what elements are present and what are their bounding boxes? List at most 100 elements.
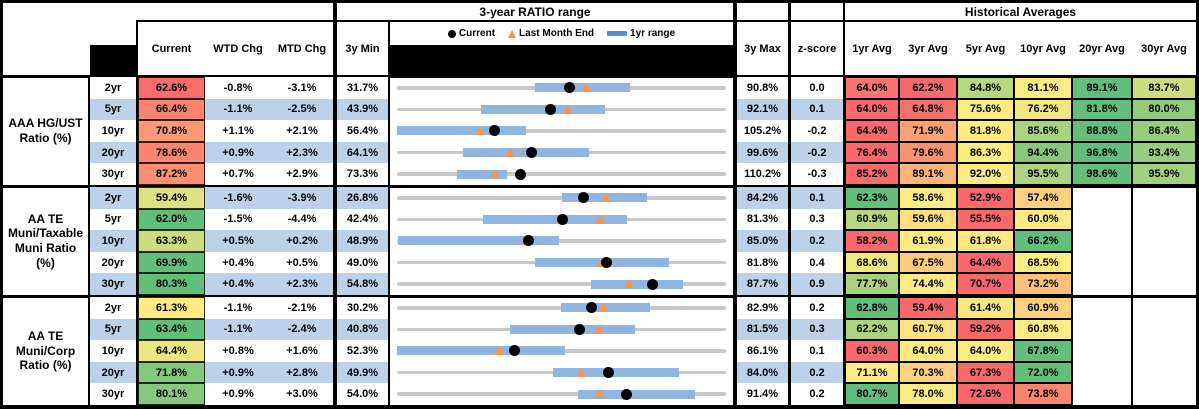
avg-cell: 61.9% <box>899 230 957 252</box>
last-month-end-marker <box>576 367 587 377</box>
mtd-chg-cell: -2.1% <box>271 297 333 319</box>
last-month-end-marker <box>594 214 605 224</box>
avg-cell: 73.2% <box>1014 273 1072 295</box>
1yr-range-bar <box>397 126 526 136</box>
mtd-chg-cell: +0.2% <box>271 230 333 252</box>
mtd-chg-cell: +0.5% <box>271 251 333 274</box>
wtd-chg-cell: -1.1% <box>205 98 271 121</box>
current-cell: 62.6% <box>138 77 205 99</box>
tenor-cell: 20yr <box>90 141 136 164</box>
z-score-cell: 0.1 <box>791 98 843 121</box>
column-header-20yr-avg: 20yr Avg <box>1079 42 1125 55</box>
range-chart-cell <box>390 163 733 185</box>
last-month-end-marker <box>624 279 634 289</box>
3y-range-line <box>397 282 726 286</box>
avg-cell: 85.6% <box>1014 120 1072 142</box>
avg-cell: 61.4% <box>957 297 1014 319</box>
avg-cell: 72.6% <box>957 383 1014 405</box>
avg-cell: 64.0% <box>845 98 899 121</box>
range-chart-cell <box>390 340 733 362</box>
current-marker <box>621 388 633 400</box>
avg-cell: 80.7% <box>845 383 899 405</box>
z-score-cell: -0.2 <box>791 120 843 142</box>
last-month-end-marker <box>599 303 610 313</box>
1yr-range-bar <box>397 346 566 356</box>
3y-max-cell: 81.8% <box>737 251 788 274</box>
ratio-range-title: 3-year RATIO range <box>479 4 591 19</box>
3y-range-line <box>397 392 726 396</box>
avg-cell: 58.2% <box>845 230 899 252</box>
divider <box>388 21 390 405</box>
z-score-cell: 0.2 <box>791 361 843 384</box>
tenor-cell: 5yr <box>90 208 136 231</box>
divider <box>136 20 1196 22</box>
avg-cell: 98.6% <box>1072 163 1132 185</box>
group-label-line: AA TE <box>27 211 64 226</box>
divider <box>1196 0 1199 409</box>
group-label-line: (%) <box>36 255 55 270</box>
divider <box>733 3 737 405</box>
avg-cell: 75.6% <box>957 98 1014 121</box>
legend-item-1yr-range: 1yr range <box>607 28 675 39</box>
current-marker <box>488 125 500 137</box>
wtd-chg-cell: -0.8% <box>205 77 271 99</box>
group-label-line: Ratio (%) <box>19 131 72 145</box>
tenor-cell: 5yr <box>90 98 136 121</box>
1yr-range-bar <box>456 169 507 179</box>
chart-header-black-band <box>390 45 733 77</box>
z-score-cell: 0.2 <box>791 297 843 319</box>
last-month-end-marker <box>581 83 592 93</box>
avg-cell: 86.3% <box>957 141 1014 164</box>
3y-min-cell: 26.8% <box>337 187 388 209</box>
wtd-chg-cell: +1.1% <box>205 120 271 142</box>
avg-cell: 81.8% <box>957 120 1014 142</box>
3y-max-cell: 81.5% <box>737 318 788 341</box>
tenor-cell: 5yr <box>90 318 136 341</box>
3y-min-cell: 49.9% <box>337 361 388 384</box>
avg-cell: 80.0% <box>1132 98 1196 121</box>
range-chart-cell <box>390 252 733 274</box>
1yr-range-bar <box>462 148 589 158</box>
current-marker <box>578 192 590 204</box>
3y-range-line <box>397 239 726 243</box>
z-score-cell: 0.1 <box>791 340 843 362</box>
range-chart-cell <box>390 187 733 209</box>
current-marker <box>557 213 569 225</box>
legend-item-last-month-end: Last Month End <box>508 28 594 39</box>
avg-cell: 52.9% <box>957 187 1014 209</box>
avg-cell: 61.8% <box>957 230 1014 252</box>
wtd-chg-cell: +0.8% <box>205 340 271 362</box>
avg-cell: 78.0% <box>899 383 957 405</box>
column-header-30yr-avg: 30yr Avg <box>1141 42 1187 55</box>
current-cell: 63.4% <box>138 318 205 341</box>
column-header-wtd-chg: WTD Chg <box>213 42 263 55</box>
avg-cell: 67.5% <box>899 251 957 274</box>
tenor-cell: 10yr <box>90 120 136 142</box>
avg-cell: 64.4% <box>957 251 1014 274</box>
divider <box>3 295 1196 298</box>
last-month-end-marker <box>494 346 505 356</box>
avg-cell: 71.1% <box>845 361 899 384</box>
group-label-line: Ratio (%) <box>19 358 72 373</box>
avg-cell: 67.3% <box>957 361 1014 384</box>
z-score-cell: 0.0 <box>791 77 843 99</box>
3y-max-cell: 105.2% <box>737 120 788 142</box>
tenor-cell: 20yr <box>90 361 136 384</box>
z-score-cell: 0.2 <box>791 230 843 252</box>
3y-min-cell: 73.3% <box>337 163 388 185</box>
group-label: AA TE Muni/Taxable Muni Ratio (%) <box>3 187 88 295</box>
mtd-chg-cell: +2.1% <box>271 120 333 142</box>
wtd-chg-cell: -1.1% <box>205 297 271 319</box>
group-label-line: Muni/Corp <box>15 343 76 358</box>
current-dot-icon <box>447 29 456 38</box>
current-cell: 62.0% <box>138 208 205 231</box>
group-label-line: Muni Ratio <box>14 241 77 255</box>
group-label: AA TE Muni/Corp Ratio (%) <box>3 297 88 405</box>
current-cell: 63.3% <box>138 230 205 252</box>
avg-cell: 60.7% <box>899 318 957 341</box>
z-score-cell: -0.2 <box>791 141 843 164</box>
avg-cell: 60.9% <box>845 208 899 231</box>
avg-cell: 67.8% <box>1014 340 1072 362</box>
current-marker <box>601 257 613 269</box>
